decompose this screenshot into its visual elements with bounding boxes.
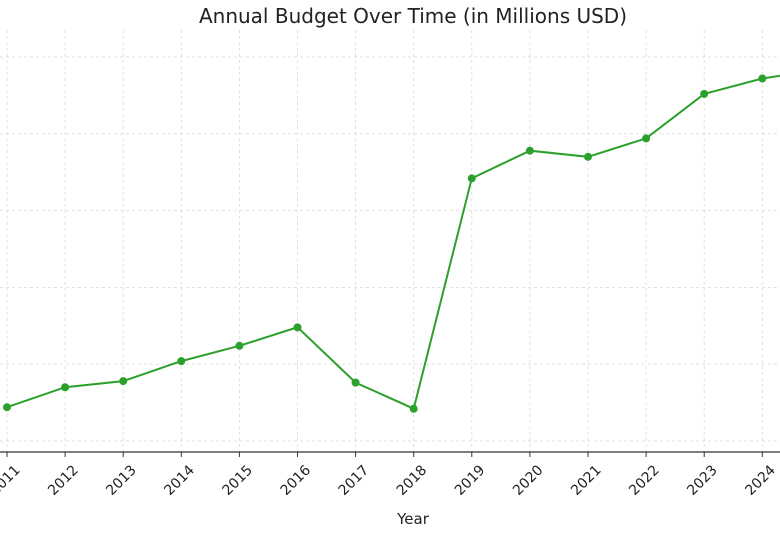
x-tick-label: 2019 xyxy=(452,462,489,499)
data-point xyxy=(293,323,302,332)
x-axis-label: Year xyxy=(396,510,430,528)
x-tick-label: 2020 xyxy=(510,462,547,499)
x-tick-label: 2012 xyxy=(45,462,82,499)
x-tick-label: 2015 xyxy=(219,462,256,499)
data-point xyxy=(525,146,534,155)
x-axis-ticks: 2011 2012 2013 2014 2015 2016 2017 2018 2019 2020… xyxy=(0,452,779,499)
grid xyxy=(0,30,780,452)
data-point xyxy=(758,74,767,83)
data-point xyxy=(642,134,651,143)
data-point xyxy=(3,403,11,412)
x-tick-label: 2011 xyxy=(0,462,24,499)
x-tick-label: 2013 xyxy=(103,462,140,499)
data-point xyxy=(61,383,70,392)
chart-title: Annual Budget Over Time (in Millions USD… xyxy=(199,4,627,28)
x-tick-label: 2023 xyxy=(684,462,721,499)
x-tick-label: 2014 xyxy=(161,462,198,499)
x-tick-label: 2021 xyxy=(568,462,605,499)
data-point xyxy=(177,357,186,366)
data-point xyxy=(409,404,418,413)
x-tick-label: 2024 xyxy=(742,462,779,499)
x-tick-label: 2016 xyxy=(278,462,315,499)
data-point xyxy=(351,378,360,387)
data-point xyxy=(235,341,244,350)
x-tick-label: 2022 xyxy=(626,462,663,499)
data-point xyxy=(700,89,709,98)
series-group xyxy=(3,74,780,413)
x-tick-label: 2017 xyxy=(336,462,373,499)
data-point xyxy=(584,152,592,161)
data-point xyxy=(467,174,476,183)
x-tick-label: 2018 xyxy=(394,462,431,499)
data-point xyxy=(119,377,128,386)
